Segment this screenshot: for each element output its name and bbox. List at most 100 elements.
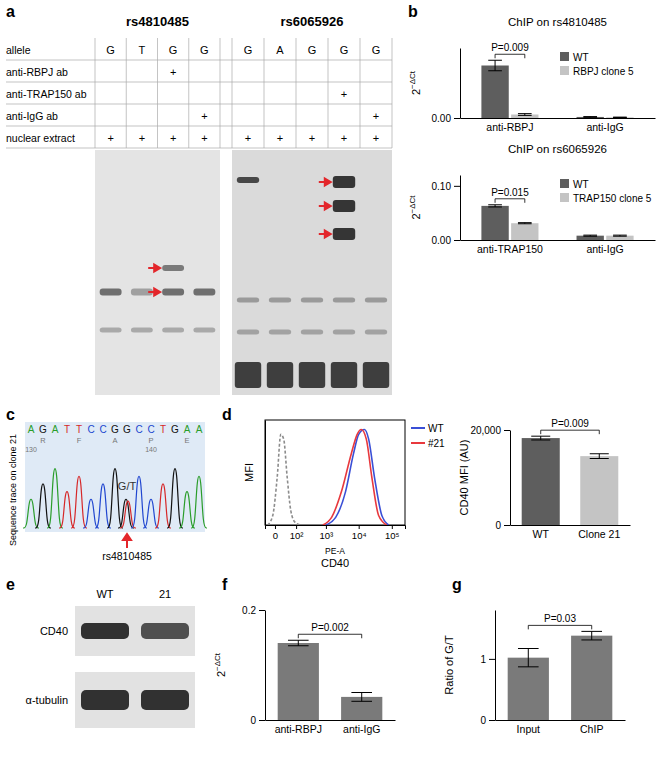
arrow [148,289,160,296]
legend-swatch [560,179,569,188]
bar [511,115,538,119]
y-tick: 20,000 [470,425,510,436]
y-axis-line [510,431,511,526]
x-tick-label: 10³ [320,530,334,541]
snp-call: G/T [118,480,137,492]
gel-band [100,289,122,296]
gel-band [100,328,122,333]
legend-label: RBPJ clone 5 [573,66,634,77]
annotation: P=0.002 [311,622,349,633]
error-bar [613,235,627,236]
bar [577,236,604,240]
error-bar [518,223,532,224]
panel-label: c [6,406,15,423]
y-tick: 0.00 [432,113,460,124]
x-axis: WTClone 21 [511,526,631,541]
translation: A [112,436,117,445]
x-tick-mark [359,525,360,529]
gel-cell: + [170,132,176,144]
x-tick-label: anti-RBPJ [275,723,322,735]
panel-e: WT21CD40α-tubulin [26,588,195,728]
blot-band [141,623,189,639]
panel-c: AGATTCCGGCCTGAARFAPE130140G/Trs4810485Se… [8,422,207,562]
y-tick-mark [504,525,510,526]
trace-peak [179,492,195,528]
error-bar [488,205,502,207]
y-axis-title: CD40 MFI (AU) [458,440,470,516]
y-axis-title-part: CD40 MFI (AU) [458,440,470,516]
legend-swatch [560,193,569,202]
table-line [264,38,265,148]
panel-a: alleleanti-RBPJ abanti-TRAP150 abanti-Ig… [6,14,392,395]
gel-band [269,298,291,303]
panel-label: f [222,576,228,593]
y-axis-title: 2−ΔCt [213,652,227,677]
y-tick-label: 0.10 [432,181,452,192]
y-axis: 020,000 [470,425,510,531]
trace-peak [167,469,183,528]
x-tick-mark [296,525,297,529]
y-axis [265,421,266,526]
table-line [6,148,392,149]
position-label: 140 [145,446,157,453]
trace-label: Sequence trace on clone 21 [8,434,18,546]
row-label: anti-RBPJ ab [6,66,68,78]
gel-band [299,362,325,388]
lane-label: 21 [159,588,171,600]
x-tick: 10⁵ [385,525,400,541]
error-bar [488,60,502,71]
y-tick-label: 1 [480,654,486,665]
gel-band [331,362,357,388]
y-axis-title-sup: −ΔCt [408,195,417,214]
gel-title: rs4810485 [126,14,189,29]
table-line [157,38,158,148]
x-tick: anti-IgG [343,723,380,735]
y-tick-label: 0.00 [432,235,452,246]
x-tick-label: Input [517,723,540,735]
y-tick: 0.2 [242,605,265,616]
x-tick: Clone 21 [578,528,620,540]
gel-band [363,362,389,388]
trace-peak [83,499,99,528]
x-tick: 10² [290,525,304,541]
y-axis: 00.2 [242,605,265,726]
base-call: A [28,424,35,435]
error-bar [583,116,597,118]
bar [606,236,633,240]
gel-band [269,330,291,335]
significance-bracket [528,625,591,629]
y-axis-title-part: MFI [243,463,255,482]
blot-image [75,672,195,728]
x-axis: anti-RBPJ anti-IgG [266,721,396,736]
gel-band [301,298,323,303]
translation: P [148,436,153,445]
base-call: C [99,424,106,435]
table-line [126,38,127,148]
legend-swatch [411,442,425,444]
x-tick: 0 [273,525,278,541]
row-label: anti-IgG ab [6,110,58,122]
y-axis-title-part: Ratio of G/T [443,635,455,695]
table-line [6,104,392,105]
error-bar [581,631,602,640]
x-tick: anti-TRAP150 [477,243,543,255]
trace-peak [107,469,123,528]
table-line [296,38,297,148]
gel-cell: + [341,88,347,100]
trace-peak [95,484,111,528]
base-call: A [52,424,59,435]
annotation: P=0.015 [491,187,529,198]
y-axis-title: 2−ΔCt [408,195,422,220]
panel-label: g [452,576,462,593]
marks [481,60,633,118]
base-call: A [196,424,203,435]
y-tick: 0.10 [432,181,460,192]
gel-cell: G [169,44,178,56]
x-axis-line [461,118,656,119]
annotation: P=0.009 [551,418,589,429]
arrow [123,534,131,548]
x-tick-mark [326,525,327,529]
x-tick: ChIP [580,723,603,735]
marks [481,205,633,240]
y-axis-title: MFI [243,463,255,482]
